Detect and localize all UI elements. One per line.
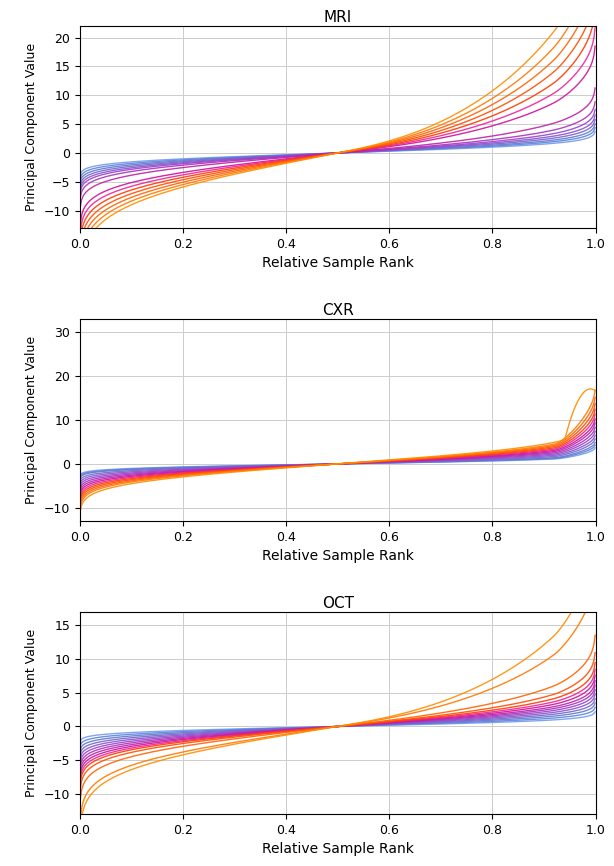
Title: CXR: CXR [322,303,354,318]
Title: OCT: OCT [322,596,354,611]
X-axis label: Relative Sample Rank: Relative Sample Rank [262,549,414,563]
Y-axis label: Principal Component Value: Principal Component Value [25,43,38,211]
Y-axis label: Principal Component Value: Principal Component Value [25,629,38,797]
Title: MRI: MRI [324,10,352,25]
X-axis label: Relative Sample Rank: Relative Sample Rank [262,843,414,856]
X-axis label: Relative Sample Rank: Relative Sample Rank [262,256,414,270]
Y-axis label: Principal Component Value: Principal Component Value [25,336,38,504]
